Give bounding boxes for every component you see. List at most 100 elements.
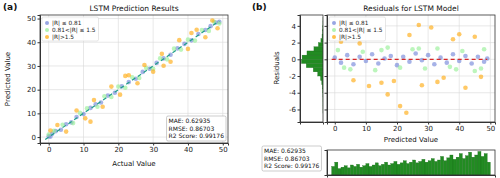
- scatter-point: [339, 60, 344, 65]
- y-tick-mark: [298, 93, 301, 94]
- scatter-point: [382, 56, 387, 61]
- grid-line: [40, 113, 228, 114]
- grid-line: [327, 42, 495, 43]
- histogram-bar: [344, 166, 347, 175]
- y-tick-label: 20: [27, 86, 36, 94]
- histogram-bar: [444, 161, 447, 175]
- marks: [301, 18, 323, 114]
- histogram-bar: [335, 162, 338, 175]
- plot-background: [327, 150, 495, 175]
- scatter-point: [367, 84, 372, 89]
- histogram-bar: [450, 155, 453, 175]
- scatter-point: [83, 116, 88, 121]
- y-tick-mark: [298, 26, 301, 27]
- x-tick-label: 10: [362, 125, 371, 133]
- reference-line: [332, 59, 488, 60]
- x-axis: [328, 176, 496, 178]
- scatter-point: [160, 52, 165, 57]
- histogram-bar: [437, 160, 440, 175]
- grid-line: [428, 15, 429, 122]
- histogram-bar: [363, 166, 366, 175]
- scatter-point: [151, 69, 156, 74]
- grid-line: [40, 65, 228, 66]
- scatter-point: [109, 84, 114, 89]
- grid: [327, 15, 495, 122]
- scatter-point: [194, 27, 199, 32]
- legend-marker: [332, 21, 336, 25]
- scatter-point: [435, 46, 440, 51]
- y-tick-label: -4: [289, 89, 297, 97]
- y-axis: [325, 151, 328, 176]
- scatter-point: [351, 62, 356, 67]
- histogram-bar: [302, 55, 323, 59]
- histogram-bar: [465, 156, 468, 175]
- scatter-point: [186, 47, 191, 52]
- scatter-point: [463, 54, 468, 59]
- legend-label: 0.81<|R| ≤ 1.5: [339, 27, 383, 34]
- plot-frame: [327, 15, 495, 122]
- histogram-bar: [306, 63, 323, 67]
- y-axis-title: Predicted Value: [4, 52, 12, 106]
- histogram-bar: [357, 164, 360, 175]
- x-tick-label: 50: [219, 146, 228, 154]
- y-tick-mark: [298, 109, 301, 110]
- y-tick: 4: [292, 23, 300, 31]
- metrics-box: MAE: 0.62935RMSE: 0.86703R2 Score: 0.991…: [262, 146, 321, 171]
- histogram-bar: [475, 155, 478, 175]
- histogram-bar: [409, 162, 412, 175]
- y-tick-mark: [325, 26, 328, 27]
- scatter-point: [215, 26, 220, 31]
- y-tick-label: -2: [289, 73, 296, 81]
- scatter-point: [351, 78, 356, 83]
- histogram-bar: [416, 163, 419, 175]
- y-axis-line: [38, 16, 41, 144]
- grid-line: [118, 15, 119, 143]
- legend-box: [42, 17, 98, 41]
- scatter-point: [482, 47, 487, 52]
- y-tick: 2: [292, 39, 300, 47]
- histogram-bar: [314, 47, 323, 51]
- histogram-bar: [422, 159, 425, 175]
- metrics-text: MAE: 0.62935: [169, 117, 211, 124]
- scatter-point: [410, 47, 415, 52]
- scatter-point: [385, 92, 390, 97]
- scatter-point: [55, 123, 60, 128]
- histogram-bar: [332, 166, 335, 175]
- legend: |R| ≤ 0.810.81<|R| ≤ 1.5|R|>1.5: [329, 17, 385, 41]
- scatter-point: [416, 46, 421, 51]
- grid-line: [459, 15, 460, 122]
- x-tick-label: 50: [486, 125, 495, 133]
- legend-marker: [45, 35, 49, 39]
- scatter-point: [448, 65, 453, 70]
- scatter-point: [342, 65, 347, 70]
- legend-marker: [45, 21, 49, 25]
- histogram-bar: [301, 59, 323, 63]
- histogram-bar: [360, 167, 363, 175]
- y-tick-label: 40: [27, 39, 36, 47]
- scatter-point: [401, 54, 406, 59]
- histogram-bar: [378, 166, 381, 175]
- scatter-point: [429, 25, 434, 30]
- plot-frame: [40, 15, 228, 143]
- scatter-point: [116, 84, 121, 89]
- scatter-point: [385, 45, 390, 50]
- y-tick-mark: [38, 42, 41, 43]
- histogram-bar: [385, 162, 388, 175]
- legend-label: |R| ≤ 0.81: [339, 20, 369, 27]
- y-tick-mark: [325, 109, 328, 110]
- histogram-bar: [366, 164, 369, 175]
- y-tick: 50: [27, 15, 40, 23]
- y-tick: 10: [27, 110, 40, 118]
- grid-line: [397, 15, 398, 122]
- grid: [40, 15, 228, 143]
- x-axis-title: Actual Value: [112, 160, 155, 168]
- x-axis-title: Predicted Value: [384, 136, 438, 144]
- histogram-bar: [313, 68, 323, 72]
- y-axis: -6-4-2024: [289, 16, 300, 123]
- scatter-point: [476, 54, 481, 59]
- grid-line: [40, 89, 228, 90]
- y-tick-mark: [325, 59, 328, 60]
- x-tick-label: 10: [80, 146, 89, 154]
- histogram-bar: [350, 165, 353, 175]
- scatter-point: [423, 66, 428, 71]
